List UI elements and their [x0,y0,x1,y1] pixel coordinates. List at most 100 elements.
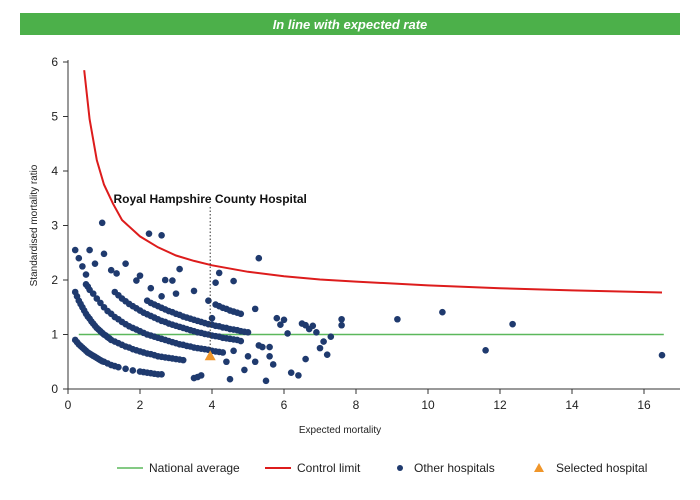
hospital-point [158,370,165,378]
hospital-point [98,219,106,227]
hospital-point [251,305,259,313]
hospital-point [145,230,153,237]
y-tick-label: 2 [51,273,58,287]
x-tick-label: 16 [637,398,651,412]
selected-hospital-label: Royal Hampshire County Hospital [114,192,307,206]
hospital-point [161,276,169,284]
hospital-point [133,277,140,284]
hospital-point [115,363,122,371]
hospital-point [237,337,245,345]
legend-label-selected-hospital: Selected hospital [556,461,647,475]
hospital-point [176,265,183,273]
hospital-point [89,290,97,297]
hospital-point [277,321,284,328]
annotation-layer: Royal Hampshire County Hospital [114,192,307,351]
legend-label-national-average: National average [149,461,240,475]
hospital-point [223,358,230,366]
y-tick-label: 6 [51,55,58,69]
hospital-point [91,260,99,267]
hospital-point [226,375,234,383]
hospital-point [273,314,281,322]
hospital-point [295,372,302,379]
legend-swatch-selected-hospital [534,463,544,472]
hospital-point [122,260,129,267]
hospital-point [169,277,176,284]
control-limit-line [83,70,663,294]
hospital-point [237,310,245,318]
hospital-point [190,287,198,295]
y-tick-label: 5 [51,110,58,124]
hospital-point [172,290,180,297]
hospital-point [208,314,216,322]
y-tick-label: 3 [51,219,58,233]
hospital-point [244,353,252,360]
legend-label-other-hospitals: Other hospitals [414,461,495,475]
hospital-point [93,295,101,302]
hospital-point [439,308,446,316]
x-tick-label: 10 [421,398,435,412]
hospital-point [86,246,93,254]
hospital-point [338,321,345,329]
legend: National average Control limit Other hospi… [117,461,647,475]
hospital-point [309,322,317,330]
hospital-point [266,343,273,351]
y-tick-label: 4 [51,164,58,178]
hospital-point [230,347,237,355]
hospital-point [230,277,237,285]
x-tick-label: 8 [353,398,360,412]
x-tick-label: 0 [65,398,72,412]
x-tick-label: 2 [137,398,144,412]
y-axis-title: Standardised mortality ratio [29,164,40,286]
hospital-point [179,356,187,364]
hospital-point [197,372,205,379]
hospital-point [482,347,489,354]
hospital-point [82,271,90,278]
hospital-point [262,377,270,385]
x-tick-label: 4 [209,398,216,412]
hospital-point [147,284,155,292]
hospital-point [212,279,219,287]
status-banner: In line with expected rate [20,13,680,35]
x-tick-label: 6 [281,398,288,412]
hospital-point [316,344,324,352]
hospital-point [79,263,86,270]
hospital-point [107,266,115,274]
hospital-point [302,355,309,363]
hospital-point [97,299,104,307]
hospital-point [241,366,248,374]
hospital-point [136,272,144,279]
selected-hospital-marker [204,350,216,361]
hospital-point [255,342,263,349]
hospital-point [219,349,227,356]
hospital-point [280,316,288,324]
hospital-point [129,367,137,374]
hospital-point [394,315,401,323]
hospital-point [122,365,129,373]
x-tick-label: 14 [565,398,579,412]
hospital-point [327,333,335,340]
x-axis-title: Expected mortality [299,425,381,436]
hospital-point [313,329,320,336]
banner-text: In line with expected rate [272,16,428,32]
hospital-point [100,250,108,258]
hospital-point [244,329,252,336]
hospital-point [113,270,120,277]
hospital-point [338,315,345,323]
hospital-point [251,358,259,366]
hospital-point [509,320,516,328]
hospital-point [320,338,327,345]
hospital-point [284,330,291,337]
y-tick-label: 0 [51,382,58,396]
hospital-point [71,246,79,254]
hospital-point [323,351,331,358]
hospital-point [287,369,295,376]
hospital-point [658,351,666,359]
x-tick-label: 12 [493,398,507,412]
hospital-point [158,293,165,300]
legend-label-control-limit: Control limit [297,461,361,475]
hospital-point [269,361,277,368]
legend-swatch-other-hospitals [397,465,403,471]
hospital-point [158,232,165,239]
plot-area [71,70,666,385]
